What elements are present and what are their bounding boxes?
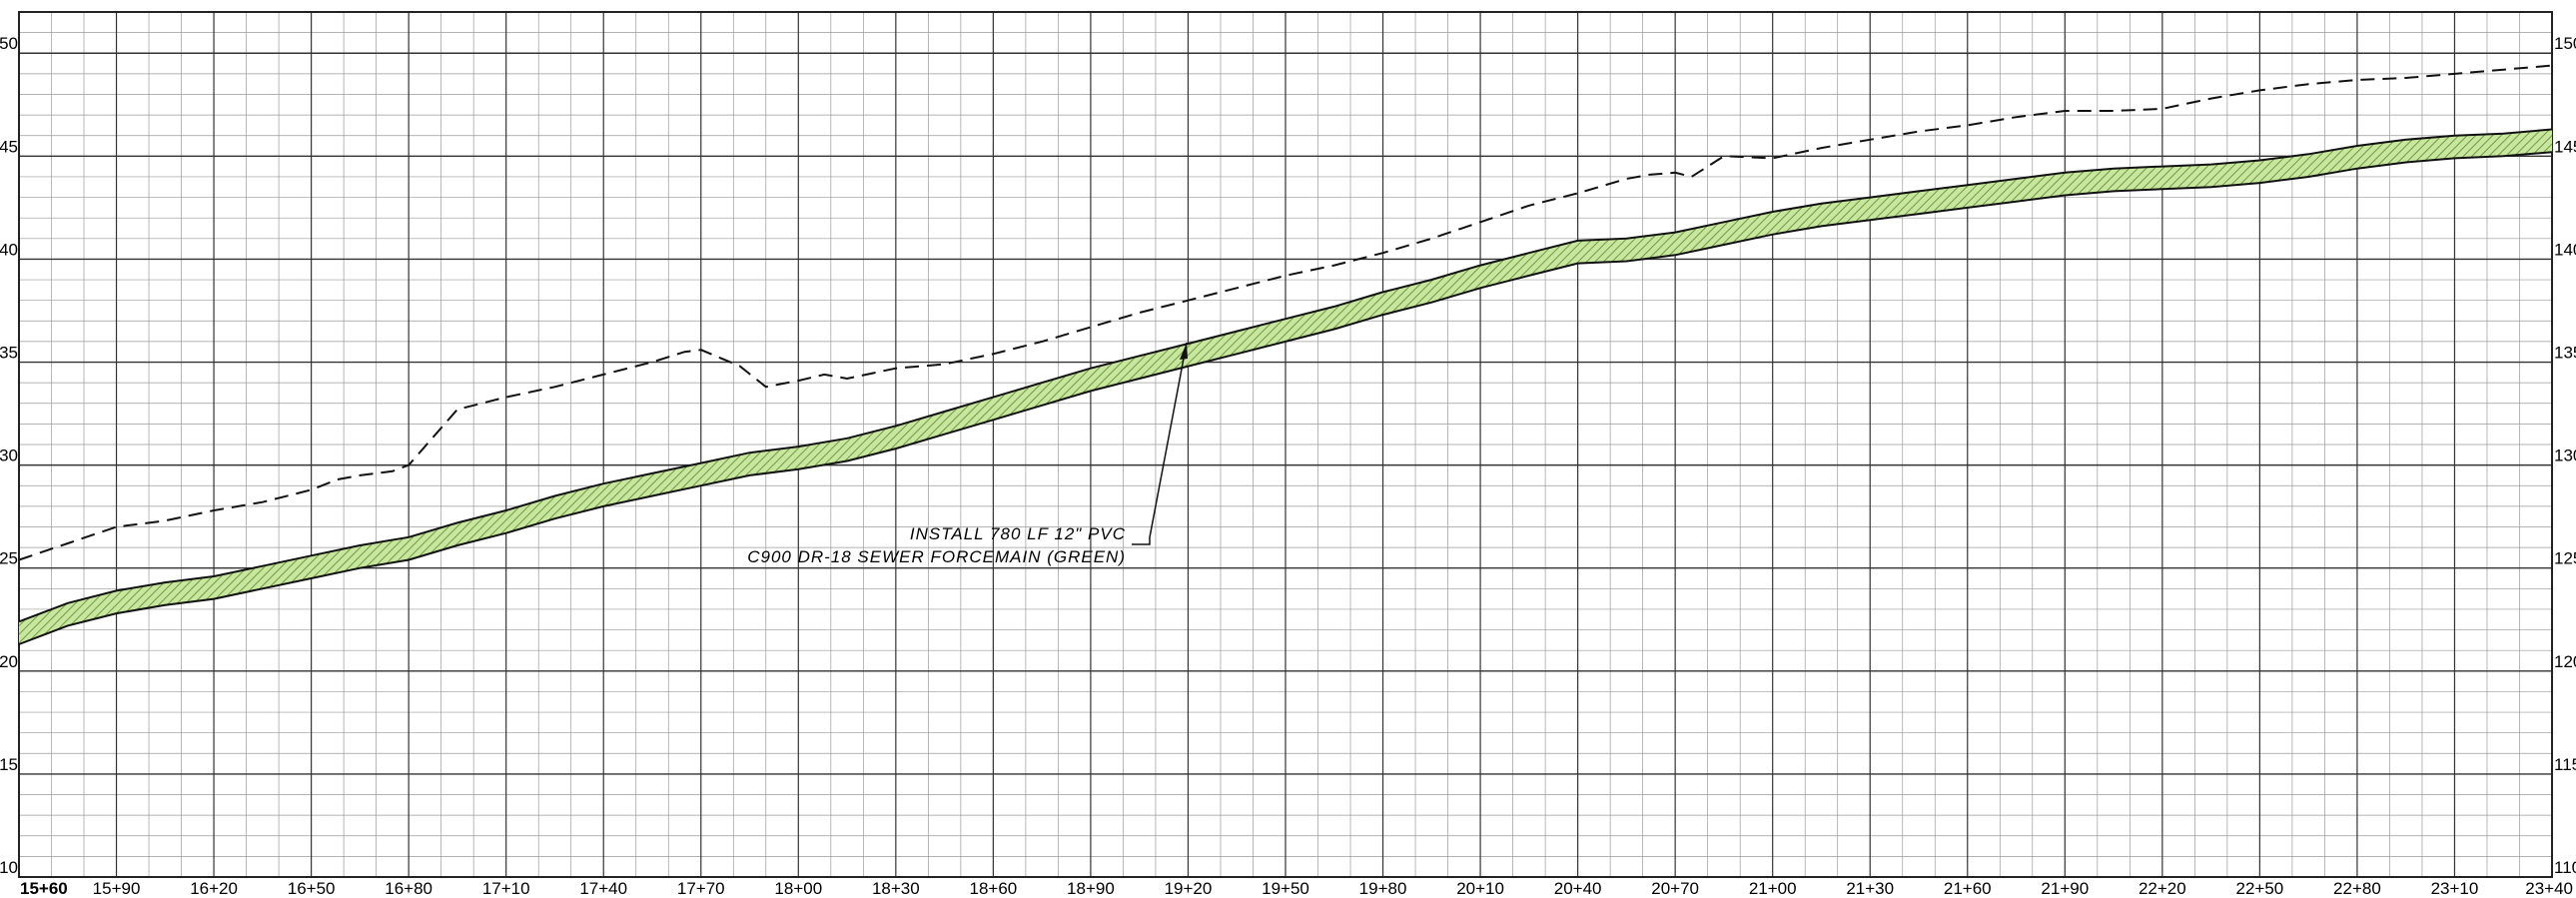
callout-line-2: C900 DR-18 SEWER FORCEMAIN (GREEN) [747, 547, 1126, 566]
station-label: 18+60 [970, 879, 1018, 898]
elevation-label: 115 [2554, 755, 2576, 774]
elevation-label: 110 [2554, 858, 2576, 877]
callout-leader [1132, 342, 1188, 545]
station-label: 19+50 [1262, 879, 1309, 898]
station-label: 20+70 [1651, 879, 1699, 898]
elevation-label: 150 [0, 34, 18, 53]
elevation-label: 125 [0, 549, 18, 568]
station-label: 15+90 [93, 879, 141, 898]
elevation-label: 150 [2554, 34, 2576, 53]
station-label: 15+60 [20, 879, 68, 898]
elevation-label: 125 [2554, 549, 2576, 568]
station-label: 23+10 [2431, 879, 2479, 898]
callout-line-1: INSTALL 780 LF 12" PVC [910, 524, 1126, 543]
station-label: 18+30 [872, 879, 920, 898]
station-label: 17+70 [677, 879, 725, 898]
station-label: 20+40 [1554, 879, 1602, 898]
station-label: 19+20 [1165, 879, 1213, 898]
elevation-label: 120 [2554, 652, 2576, 671]
elevation-labels-left: 150 145 140 135 130 125 120 115 110 [0, 34, 18, 877]
elevation-label: 140 [0, 240, 18, 259]
station-label: 21+60 [1944, 879, 1992, 898]
station-label: 19+80 [1359, 879, 1407, 898]
station-label: 16+50 [288, 879, 336, 898]
elevation-label: 130 [2554, 447, 2576, 465]
station-label: 21+90 [2041, 879, 2089, 898]
station-label: 23+40 [2525, 879, 2573, 898]
station-label: 18+00 [774, 879, 822, 898]
elevation-label: 135 [2554, 344, 2576, 363]
plot-frame [18, 11, 2553, 878]
station-label: 16+80 [385, 879, 432, 898]
pipe-top-line [18, 128, 2553, 623]
callout-arrowhead [1180, 343, 1188, 360]
station-label: 22+20 [2139, 879, 2186, 898]
existing-ground-line [18, 64, 2553, 561]
elevation-labels-right: 150 145 140 135 130 125 120 115 110 [2554, 34, 2576, 877]
station-labels: 15+60 15+90 16+20 16+50 16+80 17+10 17+40 17+70… [20, 879, 2573, 898]
station-label: 22+50 [2236, 879, 2284, 898]
elevation-label: 135 [0, 344, 18, 363]
elevation-label: 145 [2554, 137, 2576, 156]
elevation-label: 115 [0, 755, 18, 774]
station-label: 20+10 [1456, 879, 1504, 898]
elevation-label: 120 [0, 652, 18, 671]
station-label: 17+10 [482, 879, 530, 898]
elevation-label: 110 [0, 858, 18, 877]
station-label: 18+90 [1067, 879, 1115, 898]
station-label: 17+40 [579, 879, 627, 898]
station-label: 21+30 [1846, 879, 1894, 898]
station-label: 16+20 [190, 879, 238, 898]
elevation-label: 130 [0, 447, 18, 465]
station-label: 22+80 [2333, 879, 2381, 898]
station-label: 21+00 [1749, 879, 1797, 898]
elevation-label: 145 [0, 137, 18, 156]
pipe-bottom-line [18, 151, 2553, 645]
elevation-label: 140 [2554, 240, 2576, 259]
